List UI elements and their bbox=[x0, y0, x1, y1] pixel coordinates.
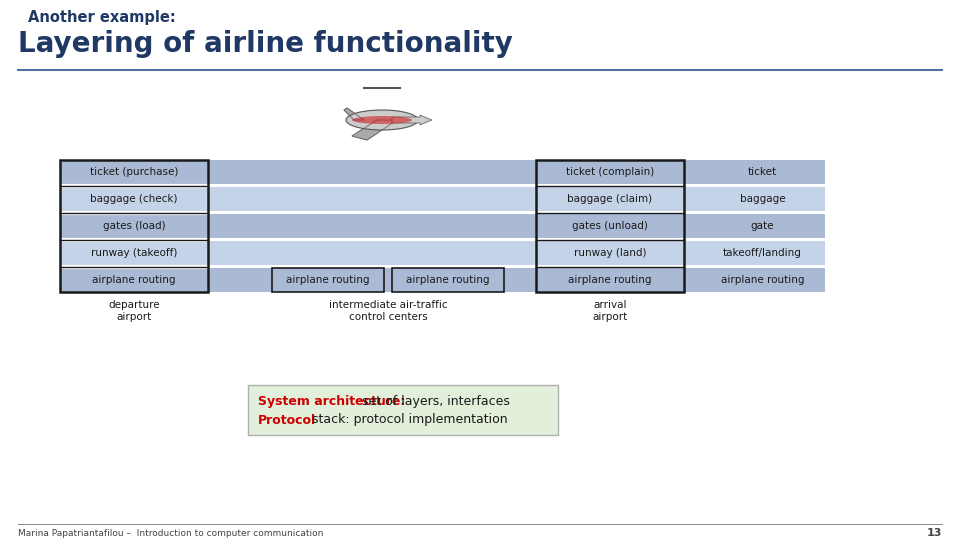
Text: intermediate air-traffic
control centers: intermediate air-traffic control centers bbox=[328, 300, 447, 322]
Bar bbox=[60, 184, 825, 187]
Bar bbox=[272, 268, 384, 292]
Text: ticket (purchase): ticket (purchase) bbox=[90, 167, 179, 177]
Ellipse shape bbox=[346, 110, 418, 130]
Bar bbox=[60, 211, 825, 214]
Text: set of layers, interfaces: set of layers, interfaces bbox=[358, 395, 510, 408]
Text: airplane routing: airplane routing bbox=[286, 275, 370, 285]
Text: arrival
airport: arrival airport bbox=[592, 300, 628, 322]
Text: ticket (complain): ticket (complain) bbox=[565, 167, 654, 177]
Bar bbox=[60, 214, 825, 238]
Text: Layering of airline functionality: Layering of airline functionality bbox=[18, 30, 513, 58]
Bar bbox=[536, 160, 684, 292]
Text: airplane routing: airplane routing bbox=[721, 275, 804, 285]
Text: gates (load): gates (load) bbox=[103, 221, 165, 231]
Bar bbox=[60, 160, 208, 292]
Text: gate: gate bbox=[751, 221, 775, 231]
Text: Marina Papatriantafilou –  Introduction to computer communication: Marina Papatriantafilou – Introduction t… bbox=[18, 529, 324, 537]
Text: System architecture:: System architecture: bbox=[258, 395, 405, 408]
Bar bbox=[60, 238, 825, 241]
Text: baggage (claim): baggage (claim) bbox=[567, 194, 653, 204]
Bar bbox=[60, 265, 825, 268]
Text: baggage (check): baggage (check) bbox=[90, 194, 178, 204]
Polygon shape bbox=[344, 108, 364, 120]
Ellipse shape bbox=[352, 116, 412, 124]
FancyArrow shape bbox=[392, 115, 432, 125]
Text: ticket: ticket bbox=[748, 167, 777, 177]
Text: airplane routing: airplane routing bbox=[568, 275, 652, 285]
Text: takeoff/landing: takeoff/landing bbox=[723, 248, 802, 258]
Bar bbox=[60, 241, 825, 265]
Text: stack: protocol implementation: stack: protocol implementation bbox=[308, 414, 508, 427]
Text: gates (unload): gates (unload) bbox=[572, 221, 648, 231]
Text: Protocol: Protocol bbox=[258, 414, 316, 427]
Bar bbox=[60, 187, 825, 211]
Text: airplane routing: airplane routing bbox=[406, 275, 490, 285]
Text: baggage: baggage bbox=[740, 194, 785, 204]
Text: runway (takeoff): runway (takeoff) bbox=[91, 248, 178, 258]
Text: runway (land): runway (land) bbox=[574, 248, 646, 258]
Polygon shape bbox=[352, 120, 397, 140]
Bar bbox=[60, 160, 825, 184]
Text: departure
airport: departure airport bbox=[108, 300, 159, 322]
Text: 13: 13 bbox=[926, 528, 942, 538]
Text: Another example:: Another example: bbox=[28, 10, 176, 25]
Bar bbox=[248, 385, 558, 435]
Text: airplane routing: airplane routing bbox=[92, 275, 176, 285]
Bar bbox=[392, 268, 504, 292]
Bar bbox=[60, 268, 825, 292]
